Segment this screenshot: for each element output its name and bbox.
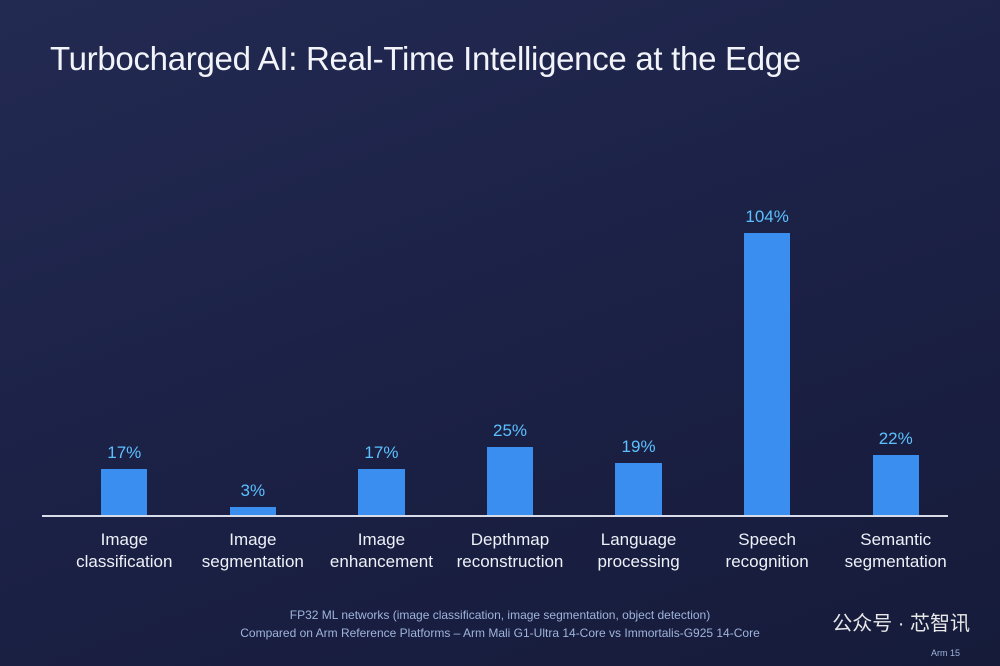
page-number: Arm 15 [930, 648, 960, 658]
data-label: 17% [364, 442, 399, 462]
x-tick-label: Depthmap reconstruction [456, 530, 564, 571]
bar [358, 468, 405, 515]
x-tick-label: Image enhancement [329, 530, 433, 571]
bar [486, 447, 534, 515]
watermark: 公众号 · 芯智讯 [832, 613, 970, 635]
data-label: 22% [878, 429, 913, 449]
x-tick-label: Speech recognition [725, 530, 809, 571]
baseline [42, 515, 948, 517]
footnote: FP32 ML networks (image classification, … [289, 608, 711, 622]
bar [101, 468, 148, 515]
x-tick-label: Language processing [597, 530, 680, 571]
data-label: 25% [492, 421, 528, 441]
footnote: Compared on Arm Reference Platforms – Ar… [240, 626, 760, 640]
data-label: 17% [107, 442, 142, 462]
x-tick-label: Semantic segmentation [844, 530, 947, 571]
data-label: 19% [621, 437, 656, 457]
bar [229, 506, 276, 515]
bar [615, 463, 662, 515]
x-tick-label: Image classification [76, 530, 173, 571]
data-label: 104% [745, 207, 789, 226]
data-label: 3% [240, 480, 266, 500]
bar [872, 455, 919, 515]
bar [744, 233, 791, 515]
chart-title: Turbocharged AI: Real-Time Intelligence … [50, 40, 801, 77]
x-tick-label: Image segmentation [201, 530, 304, 571]
